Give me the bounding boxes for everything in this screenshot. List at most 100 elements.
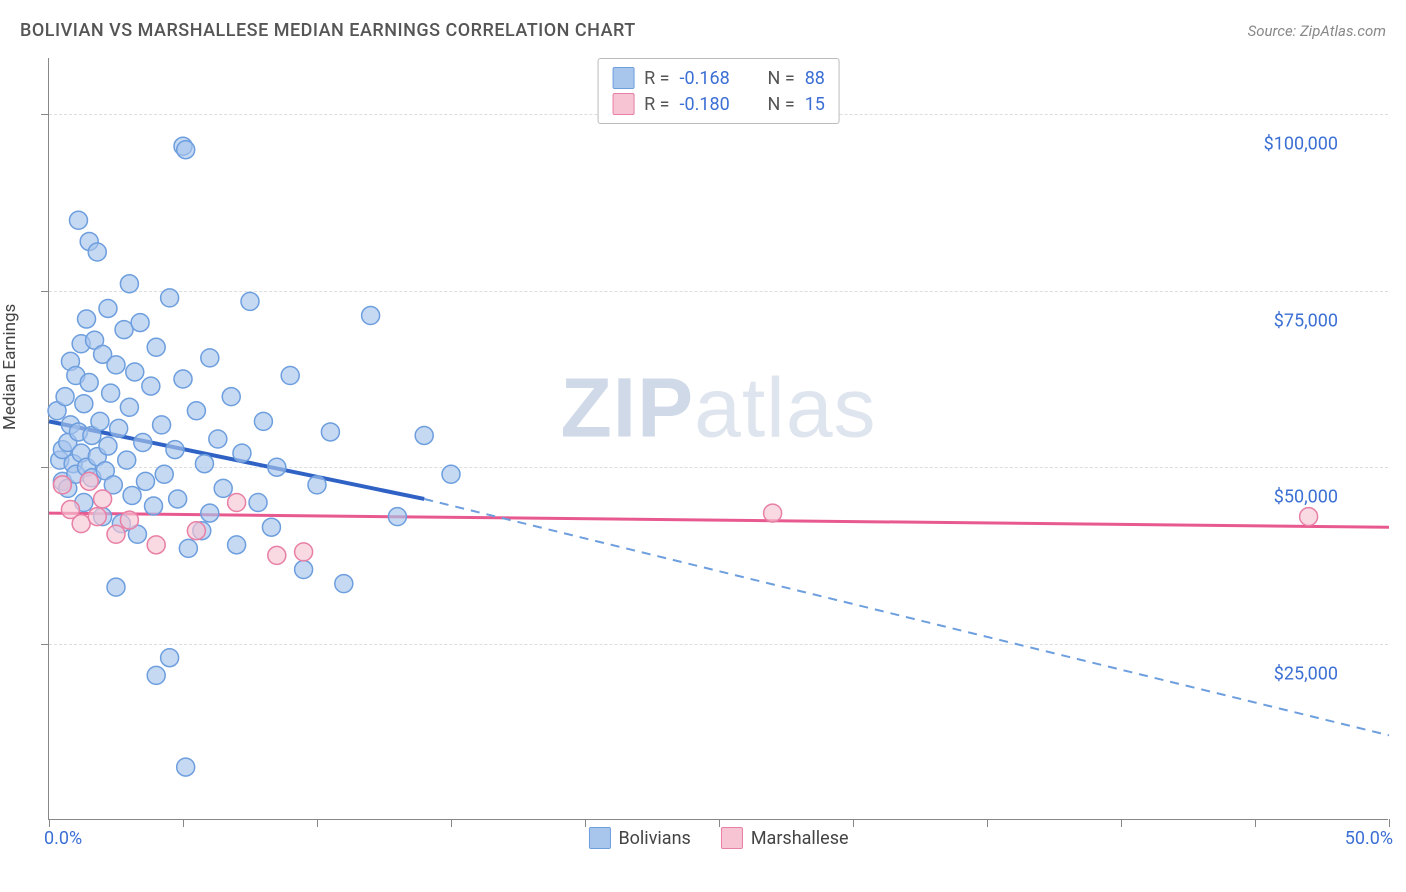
scatter-point bbox=[118, 451, 136, 469]
scatter-point bbox=[187, 402, 205, 420]
scatter-point bbox=[233, 444, 251, 462]
scatter-point bbox=[268, 546, 286, 564]
header: BOLIVIAN VS MARSHALLESE MEDIAN EARNINGS … bbox=[20, 20, 1386, 41]
scatter-point bbox=[75, 395, 93, 413]
scatter-point bbox=[222, 388, 240, 406]
scatter-point bbox=[56, 388, 74, 406]
scatter-point bbox=[99, 437, 117, 455]
scatter-point bbox=[388, 508, 406, 526]
scatter-point bbox=[209, 430, 227, 448]
x-tick-mark bbox=[1121, 819, 1122, 827]
x-tick-mark bbox=[1255, 819, 1256, 827]
scatter-point bbox=[102, 384, 120, 402]
legend-item-bolivians: Bolivians bbox=[588, 827, 690, 849]
legend-swatch-marshallese bbox=[612, 93, 634, 115]
scatter-point bbox=[169, 490, 187, 508]
legend-row-marshallese: R = -0.180 N = 15 bbox=[612, 91, 825, 117]
scatter-point bbox=[228, 536, 246, 554]
scatter-point bbox=[268, 458, 286, 476]
scatter-point bbox=[177, 141, 195, 159]
scatter-point bbox=[335, 575, 353, 593]
plot-area: ZIPatlas $25,000$50,000$75,000$100,000 R… bbox=[48, 58, 1388, 820]
scatter-point bbox=[201, 349, 219, 367]
scatter-point bbox=[155, 465, 173, 483]
scatter-point bbox=[262, 518, 280, 536]
scatter-point bbox=[136, 472, 154, 490]
series-legend: Bolivians Marshallese bbox=[588, 827, 848, 849]
scatter-point bbox=[72, 515, 90, 533]
scatter-point bbox=[166, 441, 184, 459]
legend-item-marshallese: Marshallese bbox=[721, 827, 849, 849]
scatter-point bbox=[147, 536, 165, 554]
legend-swatch-bolivians bbox=[612, 67, 634, 89]
scatter-point bbox=[241, 292, 259, 310]
scatter-point bbox=[214, 479, 232, 497]
scatter-point bbox=[764, 504, 782, 522]
scatter-point bbox=[53, 476, 71, 494]
x-label-left: 0.0% bbox=[44, 828, 82, 849]
y-tick-mark bbox=[41, 114, 49, 115]
scatter-point bbox=[99, 299, 117, 317]
x-tick-mark bbox=[853, 819, 854, 827]
scatter-point bbox=[179, 539, 197, 557]
chart-svg bbox=[49, 58, 1388, 819]
regression-line-bolivians-dashed bbox=[424, 499, 1389, 735]
scatter-point bbox=[120, 511, 138, 529]
scatter-point bbox=[308, 476, 326, 494]
scatter-point bbox=[161, 649, 179, 667]
scatter-point bbox=[201, 504, 219, 522]
scatter-point bbox=[177, 758, 195, 776]
regression-line-marshallese bbox=[49, 513, 1389, 527]
legend-swatch-marshallese-bottom bbox=[721, 827, 743, 849]
scatter-point bbox=[295, 543, 313, 561]
y-axis-label: Median Earnings bbox=[0, 304, 20, 430]
scatter-point bbox=[362, 307, 380, 325]
y-tick-mark bbox=[41, 291, 49, 292]
x-tick-mark bbox=[451, 819, 452, 827]
scatter-point bbox=[94, 490, 112, 508]
scatter-point bbox=[295, 561, 313, 579]
scatter-point bbox=[78, 310, 96, 328]
x-tick-mark bbox=[1389, 819, 1390, 827]
scatter-point bbox=[195, 455, 213, 473]
scatter-point bbox=[254, 412, 272, 430]
scatter-point bbox=[174, 370, 192, 388]
scatter-point bbox=[142, 377, 160, 395]
scatter-point bbox=[161, 289, 179, 307]
x-tick-mark bbox=[585, 819, 586, 827]
scatter-point bbox=[120, 275, 138, 293]
scatter-point bbox=[1300, 508, 1318, 526]
scatter-point bbox=[147, 338, 165, 356]
scatter-point bbox=[442, 465, 460, 483]
x-tick-mark bbox=[183, 819, 184, 827]
scatter-point bbox=[107, 525, 125, 543]
y-tick-mark bbox=[41, 467, 49, 468]
x-label-right: 50.0% bbox=[1345, 828, 1393, 849]
legend-row-bolivians: R = -0.168 N = 88 bbox=[612, 65, 825, 91]
scatter-point bbox=[228, 494, 246, 512]
scatter-point bbox=[107, 578, 125, 596]
scatter-point bbox=[281, 367, 299, 385]
scatter-point bbox=[187, 522, 205, 540]
scatter-point bbox=[415, 426, 433, 444]
source-attribution: Source: ZipAtlas.com bbox=[1248, 22, 1386, 40]
scatter-point bbox=[123, 486, 141, 504]
scatter-point bbox=[126, 363, 144, 381]
x-tick-mark bbox=[987, 819, 988, 827]
scatter-point bbox=[69, 211, 87, 229]
scatter-point bbox=[80, 472, 98, 490]
x-tick-mark bbox=[49, 819, 50, 827]
scatter-point bbox=[145, 497, 163, 515]
scatter-point bbox=[120, 398, 138, 416]
scatter-point bbox=[134, 434, 152, 452]
legend-swatch-bolivians-bottom bbox=[588, 827, 610, 849]
scatter-point bbox=[80, 374, 98, 392]
scatter-point bbox=[153, 416, 171, 434]
scatter-point bbox=[321, 423, 339, 441]
y-tick-mark bbox=[41, 644, 49, 645]
scatter-point bbox=[249, 494, 267, 512]
scatter-point bbox=[110, 419, 128, 437]
x-tick-mark bbox=[719, 819, 720, 827]
correlation-legend: R = -0.168 N = 88 R = -0.180 N = 15 bbox=[597, 58, 840, 124]
scatter-point bbox=[107, 356, 125, 374]
